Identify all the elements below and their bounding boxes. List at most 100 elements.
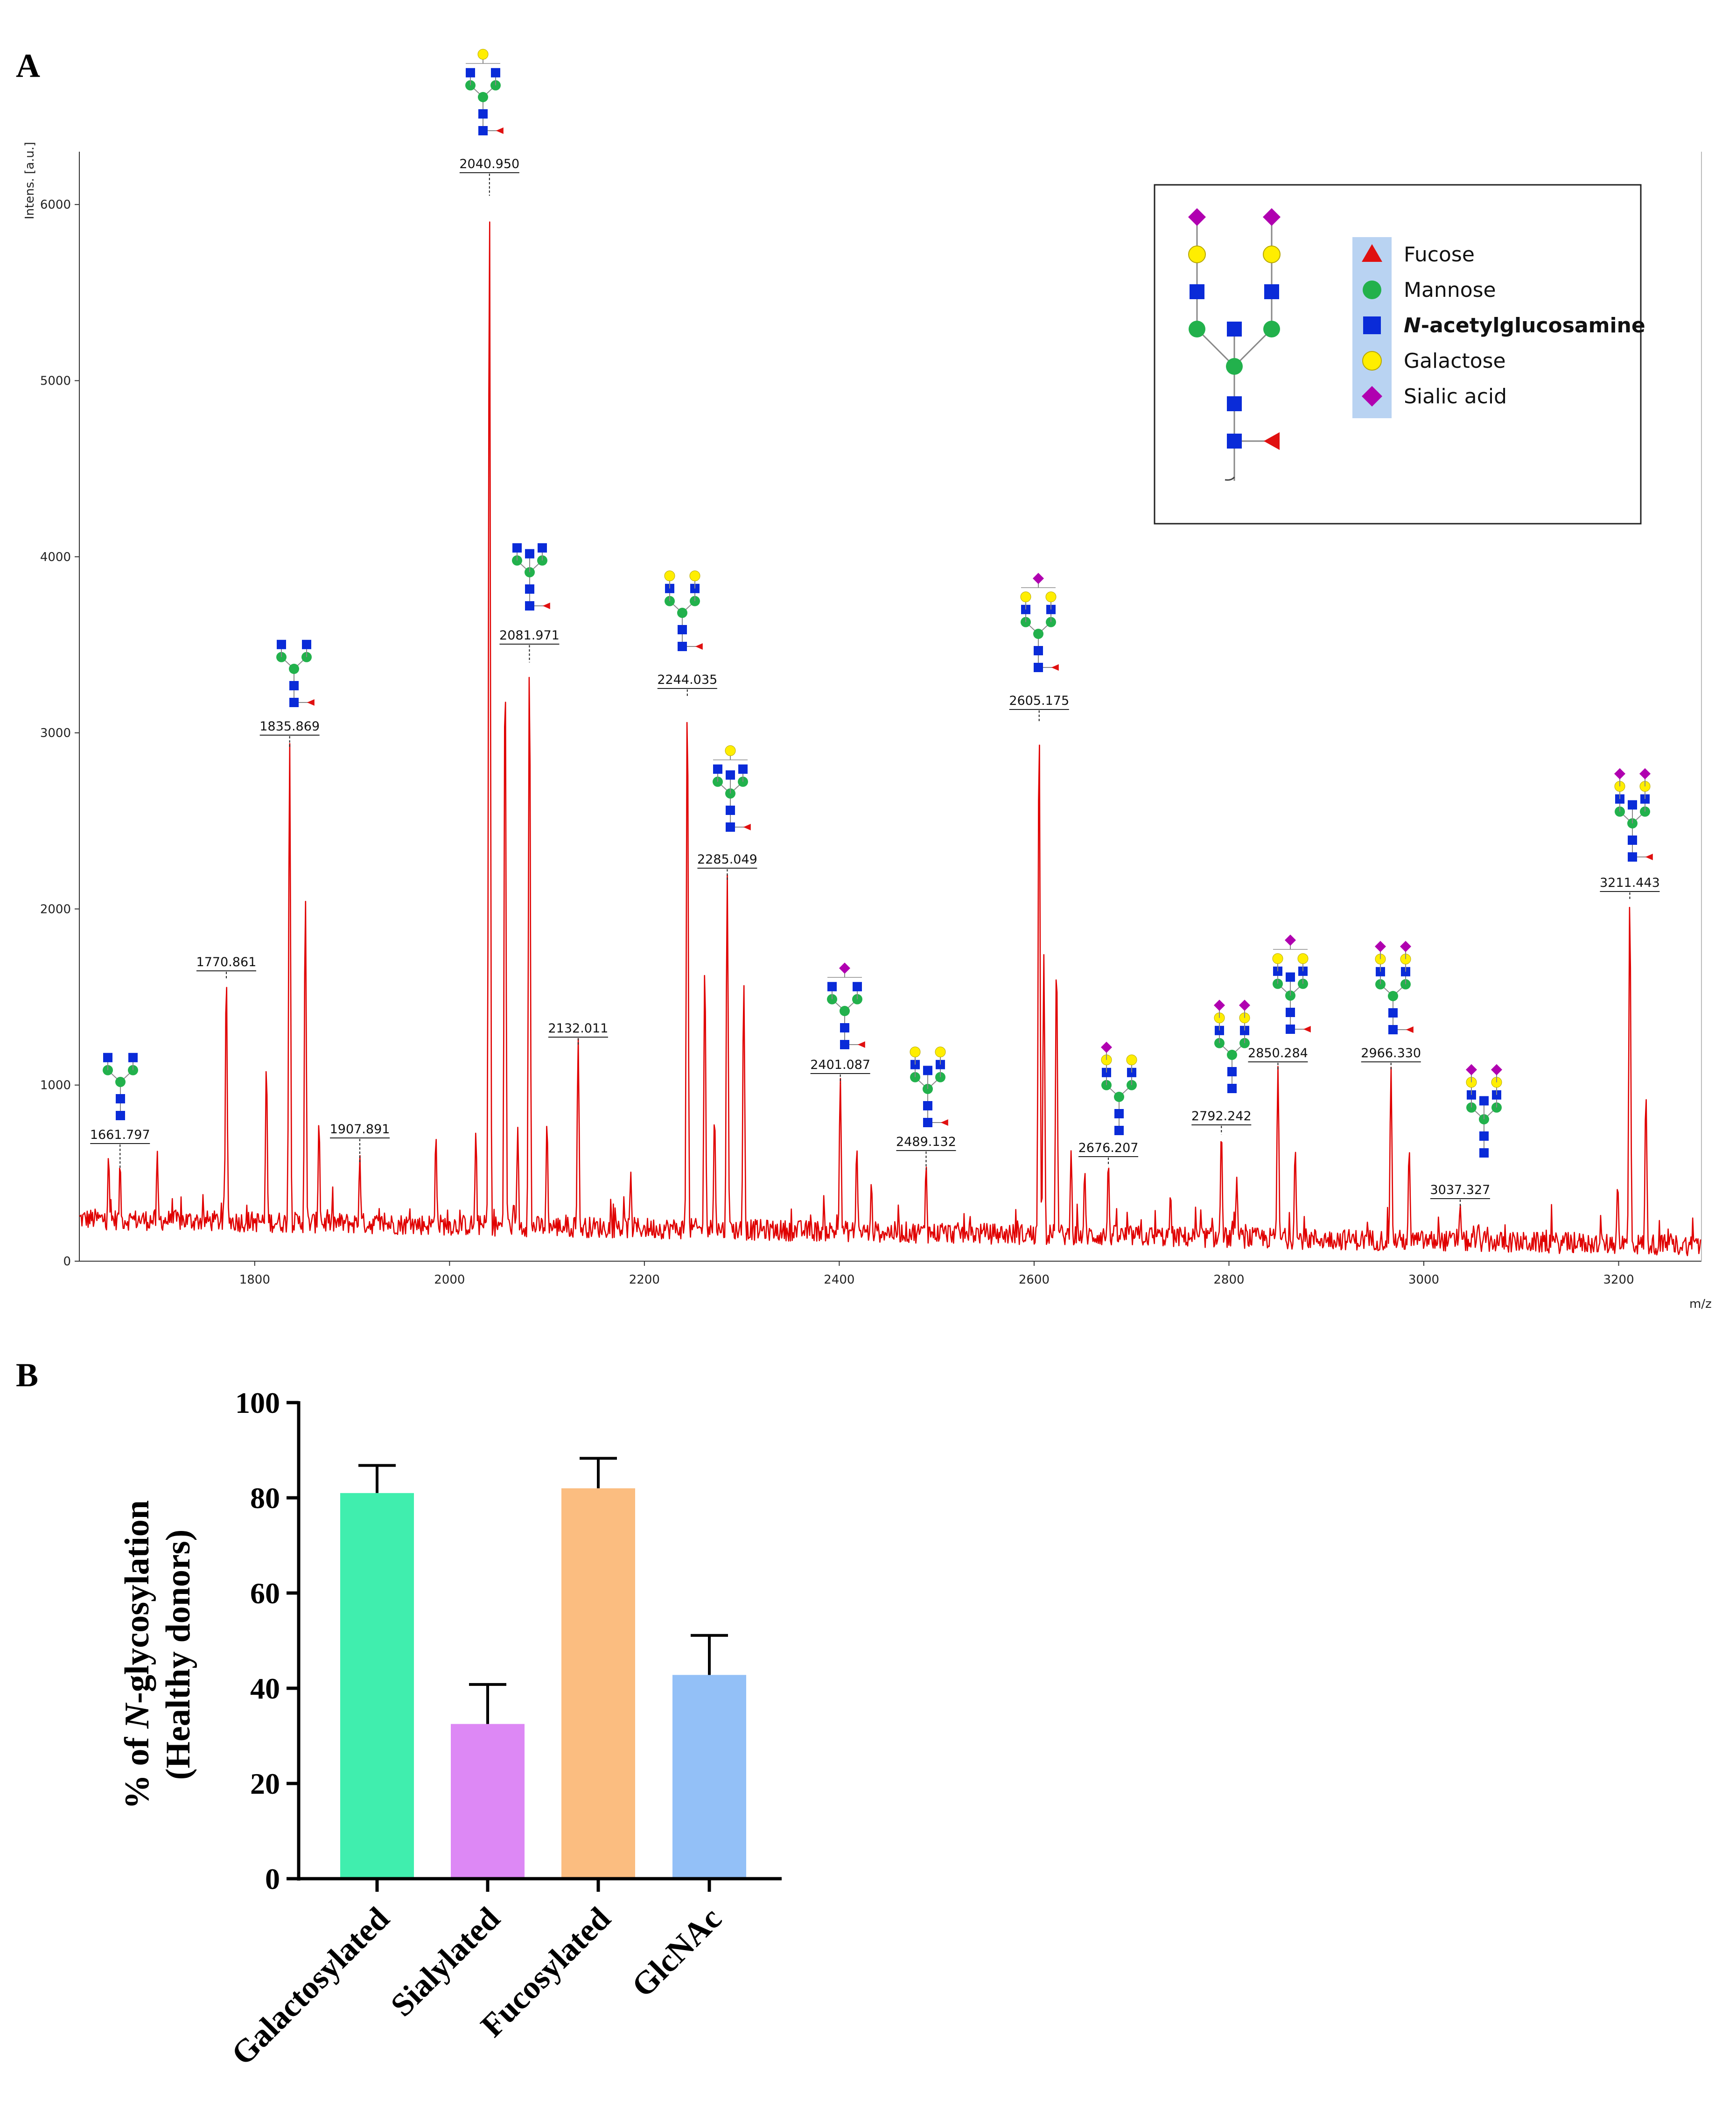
legend-item-label: Fucose xyxy=(1404,243,1475,267)
fucose-triangle xyxy=(1406,1026,1414,1033)
mannose-circle xyxy=(1114,1092,1124,1102)
glcnac-square xyxy=(1388,1025,1398,1034)
mannose-circle xyxy=(1388,991,1398,1001)
glcnac-square xyxy=(1628,835,1637,845)
glcnac-square xyxy=(478,109,488,119)
glcnac-square xyxy=(726,822,735,832)
galactose-circle xyxy=(1297,953,1309,964)
legend-label-text: -acetylglucosamine xyxy=(1421,314,1645,337)
panel-a-mass-spectrum: A Intens. [a.u.] m/z 0 1000 2000 3000 4000 50… xyxy=(16,47,1712,1311)
galactose-circle xyxy=(1020,591,1031,603)
bar-y-tick-label: 100 xyxy=(235,1386,280,1419)
ms-y-tick-label: 1000 xyxy=(40,1079,71,1093)
ylabel-italic-n: N xyxy=(118,1702,156,1729)
glcnac-square xyxy=(103,1053,112,1062)
glcnac-square xyxy=(277,639,286,649)
glcnac-square xyxy=(1034,646,1043,655)
ms-y-tick-label: 2000 xyxy=(40,902,71,916)
ms-legend: Fucose Mannose N-acetylglucosamine Galactos… xyxy=(1154,184,1645,525)
fucose-triangle xyxy=(307,699,315,706)
glcnac-square xyxy=(525,549,534,559)
ms-peak-label: 2605.175 xyxy=(1009,694,1069,708)
bar-fucosylated xyxy=(561,1488,635,1879)
glcnac-square xyxy=(491,68,500,77)
legend-label-text: Sialic acid xyxy=(1404,385,1507,408)
fucose-triangle xyxy=(857,1041,865,1048)
ms-peak-label: 2401.087 xyxy=(810,1058,870,1072)
sialic-diamond xyxy=(1188,208,1206,226)
ms-y-tick-label: 5000 xyxy=(40,374,71,388)
ms-glycan-structures xyxy=(103,49,1653,1158)
glcnac-square xyxy=(1227,434,1242,449)
bar-y-tick-label: 80 xyxy=(250,1481,280,1515)
bar-sialylated xyxy=(451,1724,525,1879)
glcnac-square xyxy=(1034,663,1043,672)
legend-sialic-icon xyxy=(1362,386,1382,407)
panel-b-label: B xyxy=(16,1356,38,1394)
glcnac-square xyxy=(678,625,687,634)
ms-x-tick-label: 2200 xyxy=(629,1273,660,1287)
legend-circle-icon xyxy=(1362,351,1382,371)
mannose-circle xyxy=(1033,629,1043,639)
glycan-structure xyxy=(276,639,315,707)
glcnac-square xyxy=(1227,1084,1237,1093)
ms-spectrum-trace xyxy=(79,221,1701,1257)
glcnac-square xyxy=(302,639,311,649)
sialic-diamond xyxy=(1239,999,1250,1011)
ms-peak-label: 2081.971 xyxy=(499,628,560,643)
glcnac-square xyxy=(840,1023,849,1032)
ms-peak-labels: 1661.797 1770.861 1835.869 1907.891 2040.950… xyxy=(90,157,1660,1208)
glcnac-square xyxy=(289,698,299,707)
sialic-diamond xyxy=(1033,573,1044,584)
mannose-circle xyxy=(1189,321,1205,337)
panel-b-bar-chart: B % of N-glycosylation (Healthy donors) … xyxy=(16,1356,782,2072)
galactose-circle xyxy=(935,1046,946,1058)
fucose-triangle xyxy=(743,824,751,830)
mannose-circle xyxy=(677,608,687,618)
bar-glcnac xyxy=(672,1675,746,1879)
ms-y-axis-title: Intens. [a.u.] xyxy=(23,142,37,219)
ms-x-tick-label: 1800 xyxy=(239,1273,270,1287)
glycan-structure xyxy=(1020,573,1059,672)
legend-label-text: Galactose xyxy=(1404,349,1506,373)
ms-peak-label: 3037.327 xyxy=(1430,1183,1491,1197)
ms-peak-label: 2676.207 xyxy=(1078,1141,1139,1155)
glcnac-square xyxy=(726,770,735,780)
ms-y-tick-label: 0 xyxy=(63,1255,71,1269)
ms-x-tick-label: 2000 xyxy=(434,1273,465,1287)
fucose-triangle xyxy=(1051,664,1059,671)
bar-bars xyxy=(340,1488,746,1879)
glcnac-square xyxy=(128,1053,138,1062)
galactose-circle xyxy=(689,570,700,582)
fucose-triangle xyxy=(542,603,550,609)
sialic-diamond xyxy=(1466,1064,1477,1075)
galactose-circle xyxy=(477,49,489,60)
legend-label-text: Mannose xyxy=(1404,278,1496,302)
ms-x-axis-title: m/z xyxy=(1689,1297,1712,1311)
sialic-diamond xyxy=(1639,768,1651,779)
bar-y-tick-label: 40 xyxy=(250,1672,280,1705)
panel-a-label: A xyxy=(16,47,40,84)
legend-reducing-end xyxy=(1225,477,1235,481)
glycan-structure xyxy=(910,1046,948,1127)
glcnac-square xyxy=(1286,1025,1295,1034)
ms-x-tick-label: 3200 xyxy=(1603,1273,1634,1287)
glycan-structure xyxy=(1375,941,1414,1034)
glcnac-square xyxy=(1479,1131,1489,1141)
ms-peak-label: 2850.284 xyxy=(1248,1046,1308,1060)
glcnac-square xyxy=(853,982,862,991)
glcnac-square xyxy=(923,1066,932,1075)
bar-y-tick-label: 20 xyxy=(250,1767,280,1800)
ms-x-tick-label: 2600 xyxy=(1019,1273,1050,1287)
ylabel-prefix: % of xyxy=(118,1728,156,1809)
glcnac-square xyxy=(466,68,475,77)
legend-label-italic: N xyxy=(1404,314,1421,337)
ms-peak-label: 2040.950 xyxy=(459,157,519,171)
fucose-triangle xyxy=(496,127,504,134)
glcnac-square xyxy=(738,764,748,774)
bar-y-tick-label: 60 xyxy=(250,1577,280,1610)
glycan-structure xyxy=(1614,768,1653,862)
glcnac-square xyxy=(1114,1126,1124,1135)
